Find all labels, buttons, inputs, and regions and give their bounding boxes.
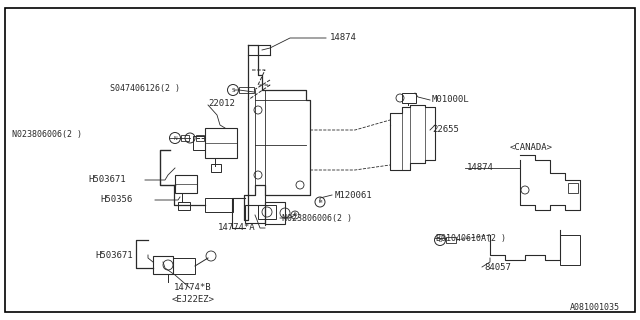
Text: <EJ22EZ>: <EJ22EZ> [172,295,214,305]
Bar [211,164,221,172]
Text: 14774*B: 14774*B [174,284,212,292]
Bar [153,256,173,274]
Bar [193,136,205,150]
Text: N023806006(2 ): N023806006(2 ) [12,131,82,140]
Text: N: N [294,213,296,217]
Bar [239,87,254,93]
Bar [560,235,580,265]
Bar [173,258,195,274]
Text: M120061: M120061 [335,190,372,199]
Text: H503671: H503671 [95,251,132,260]
Text: 22012: 22012 [208,99,235,108]
Text: N: N [173,135,177,140]
Text: M: M [318,200,322,204]
Bar [258,205,276,219]
Bar [245,205,265,223]
Text: S: S [231,87,235,92]
Text: S047406126(2 ): S047406126(2 ) [110,84,180,92]
Text: A081001035: A081001035 [570,303,620,313]
Text: M01000L: M01000L [432,95,470,105]
Text: H503671: H503671 [88,175,125,185]
Bar [196,135,204,141]
Bar [205,198,233,212]
Text: B: B [438,237,442,243]
Text: 14874: 14874 [467,164,494,172]
Bar [265,202,285,224]
Text: 22655: 22655 [432,125,459,134]
Text: 84057: 84057 [484,262,511,271]
Bar [178,202,190,210]
Text: H50356: H50356 [100,196,132,204]
Text: <CANADA>: <CANADA> [510,143,553,153]
Text: 14774*A: 14774*A [218,223,255,233]
Bar [205,128,237,158]
Bar [175,175,197,193]
Text: 14874: 14874 [330,34,357,43]
Bar [181,135,189,141]
Bar [446,237,456,243]
Text: N023806006(2 ): N023806006(2 ) [282,213,352,222]
Bar [402,93,416,103]
Bar [568,183,578,193]
Text: B01040610A(2 ): B01040610A(2 ) [436,234,506,243]
